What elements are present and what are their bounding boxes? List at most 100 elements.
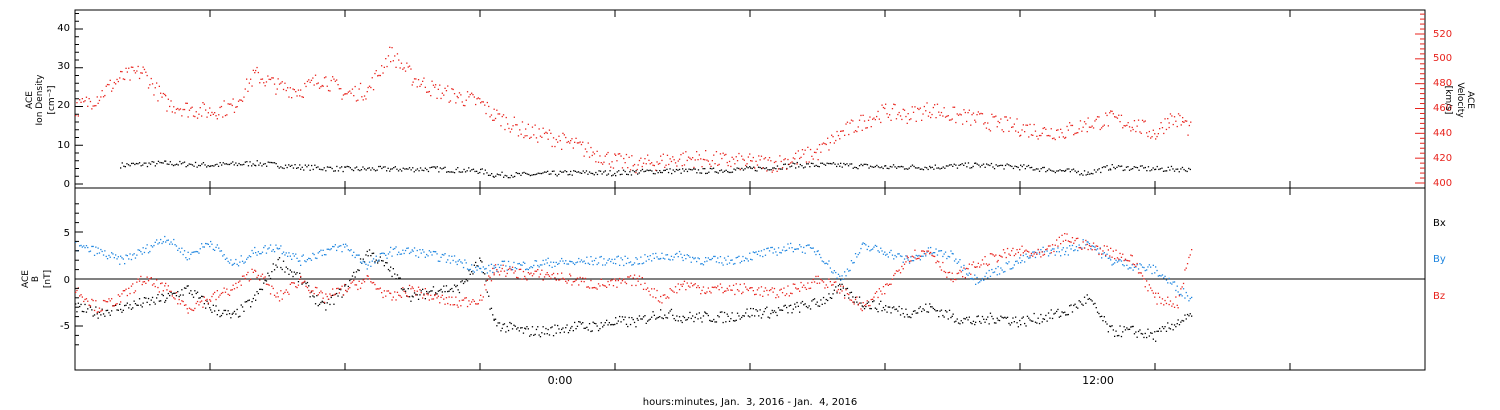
by-point <box>893 258 895 260</box>
bx-point <box>1062 312 1064 314</box>
bx-point <box>742 315 744 317</box>
density-point <box>1083 170 1086 172</box>
bx-point <box>953 321 956 323</box>
density-point <box>1053 170 1055 172</box>
density-point <box>1124 169 1126 171</box>
by-point <box>1110 259 1112 261</box>
density-point <box>852 167 854 169</box>
bz-point <box>730 289 732 291</box>
velocity-point <box>1132 128 1134 131</box>
density-point <box>187 164 189 167</box>
velocity-point <box>519 129 521 131</box>
density-point <box>493 176 495 178</box>
bz-point <box>1049 245 1051 247</box>
bx-point <box>498 322 501 324</box>
density-point <box>599 170 602 172</box>
velocity-point <box>170 100 172 102</box>
by-point <box>132 254 134 256</box>
bz-point <box>89 305 92 307</box>
bz-point <box>668 297 670 299</box>
velocity-point <box>1169 113 1172 115</box>
bz-point <box>1085 239 1087 242</box>
bz-point <box>1111 256 1113 258</box>
density-point <box>309 169 311 171</box>
bx-point <box>645 322 647 324</box>
density-point <box>185 166 187 168</box>
bx-point <box>260 288 262 290</box>
density-point <box>989 164 991 167</box>
by-point <box>1078 244 1080 246</box>
by-point <box>256 254 258 256</box>
bz-point <box>552 272 555 275</box>
bx-point <box>841 283 843 285</box>
bx-point <box>551 326 553 328</box>
velocity-point <box>1098 116 1100 118</box>
bz-point <box>1147 290 1149 292</box>
velocity-point <box>780 160 782 163</box>
by-point <box>196 251 199 253</box>
density-point <box>469 170 471 172</box>
velocity-point <box>1060 128 1062 130</box>
bz-point <box>437 295 439 297</box>
density-point <box>601 173 603 175</box>
bz-point <box>919 255 921 257</box>
by-point <box>431 254 433 256</box>
by-point <box>638 263 641 265</box>
bz-point <box>1123 259 1125 262</box>
by-point <box>415 255 417 257</box>
bx-point <box>191 293 193 296</box>
density-point <box>1162 170 1165 172</box>
bz-point <box>305 285 307 287</box>
bx-point <box>668 312 670 314</box>
by-point <box>1090 248 1092 250</box>
bx-point <box>996 317 998 319</box>
by-point <box>1000 267 1002 269</box>
density-point <box>704 168 706 170</box>
bz-point <box>791 292 793 295</box>
velocity-point <box>440 97 442 100</box>
velocity-point <box>894 104 896 106</box>
by-point <box>897 253 899 255</box>
density-point <box>952 165 954 167</box>
bz-point <box>1099 248 1101 250</box>
by-point <box>342 243 345 246</box>
bx-point <box>554 324 556 326</box>
density-point <box>551 170 554 172</box>
velocity-point <box>1022 124 1024 126</box>
velocity-point <box>206 116 208 118</box>
bx-point <box>942 314 944 317</box>
bx-point <box>282 260 285 262</box>
velocity-point <box>657 163 660 165</box>
bz-point <box>447 302 449 305</box>
bz-point <box>1041 251 1043 253</box>
bx-point <box>579 321 581 323</box>
density-point <box>700 172 703 174</box>
velocity-point <box>575 137 577 139</box>
by-point <box>1046 250 1048 252</box>
by-point <box>310 259 313 261</box>
velocity-point <box>629 169 632 171</box>
bx-point <box>230 317 232 319</box>
bz-point <box>227 293 229 295</box>
density-point <box>1108 169 1110 171</box>
by-point <box>906 257 908 259</box>
bz-point <box>551 274 553 276</box>
by-point <box>592 264 594 266</box>
by-point <box>721 262 723 264</box>
bx-point <box>295 273 297 275</box>
velocity-point <box>1016 118 1018 120</box>
bz-point <box>696 286 698 289</box>
bz-point <box>461 299 463 301</box>
velocity-point <box>1116 117 1119 119</box>
by-point <box>575 262 577 264</box>
bx-point <box>287 268 289 270</box>
velocity-point <box>1037 138 1039 140</box>
bz-point <box>126 294 128 297</box>
velocity-point <box>347 91 349 93</box>
velocity-point <box>119 77 121 79</box>
density-point <box>280 166 282 168</box>
velocity-point <box>750 160 752 162</box>
bx-point <box>619 315 621 318</box>
density-point <box>1020 164 1022 166</box>
velocity-point <box>936 103 939 105</box>
